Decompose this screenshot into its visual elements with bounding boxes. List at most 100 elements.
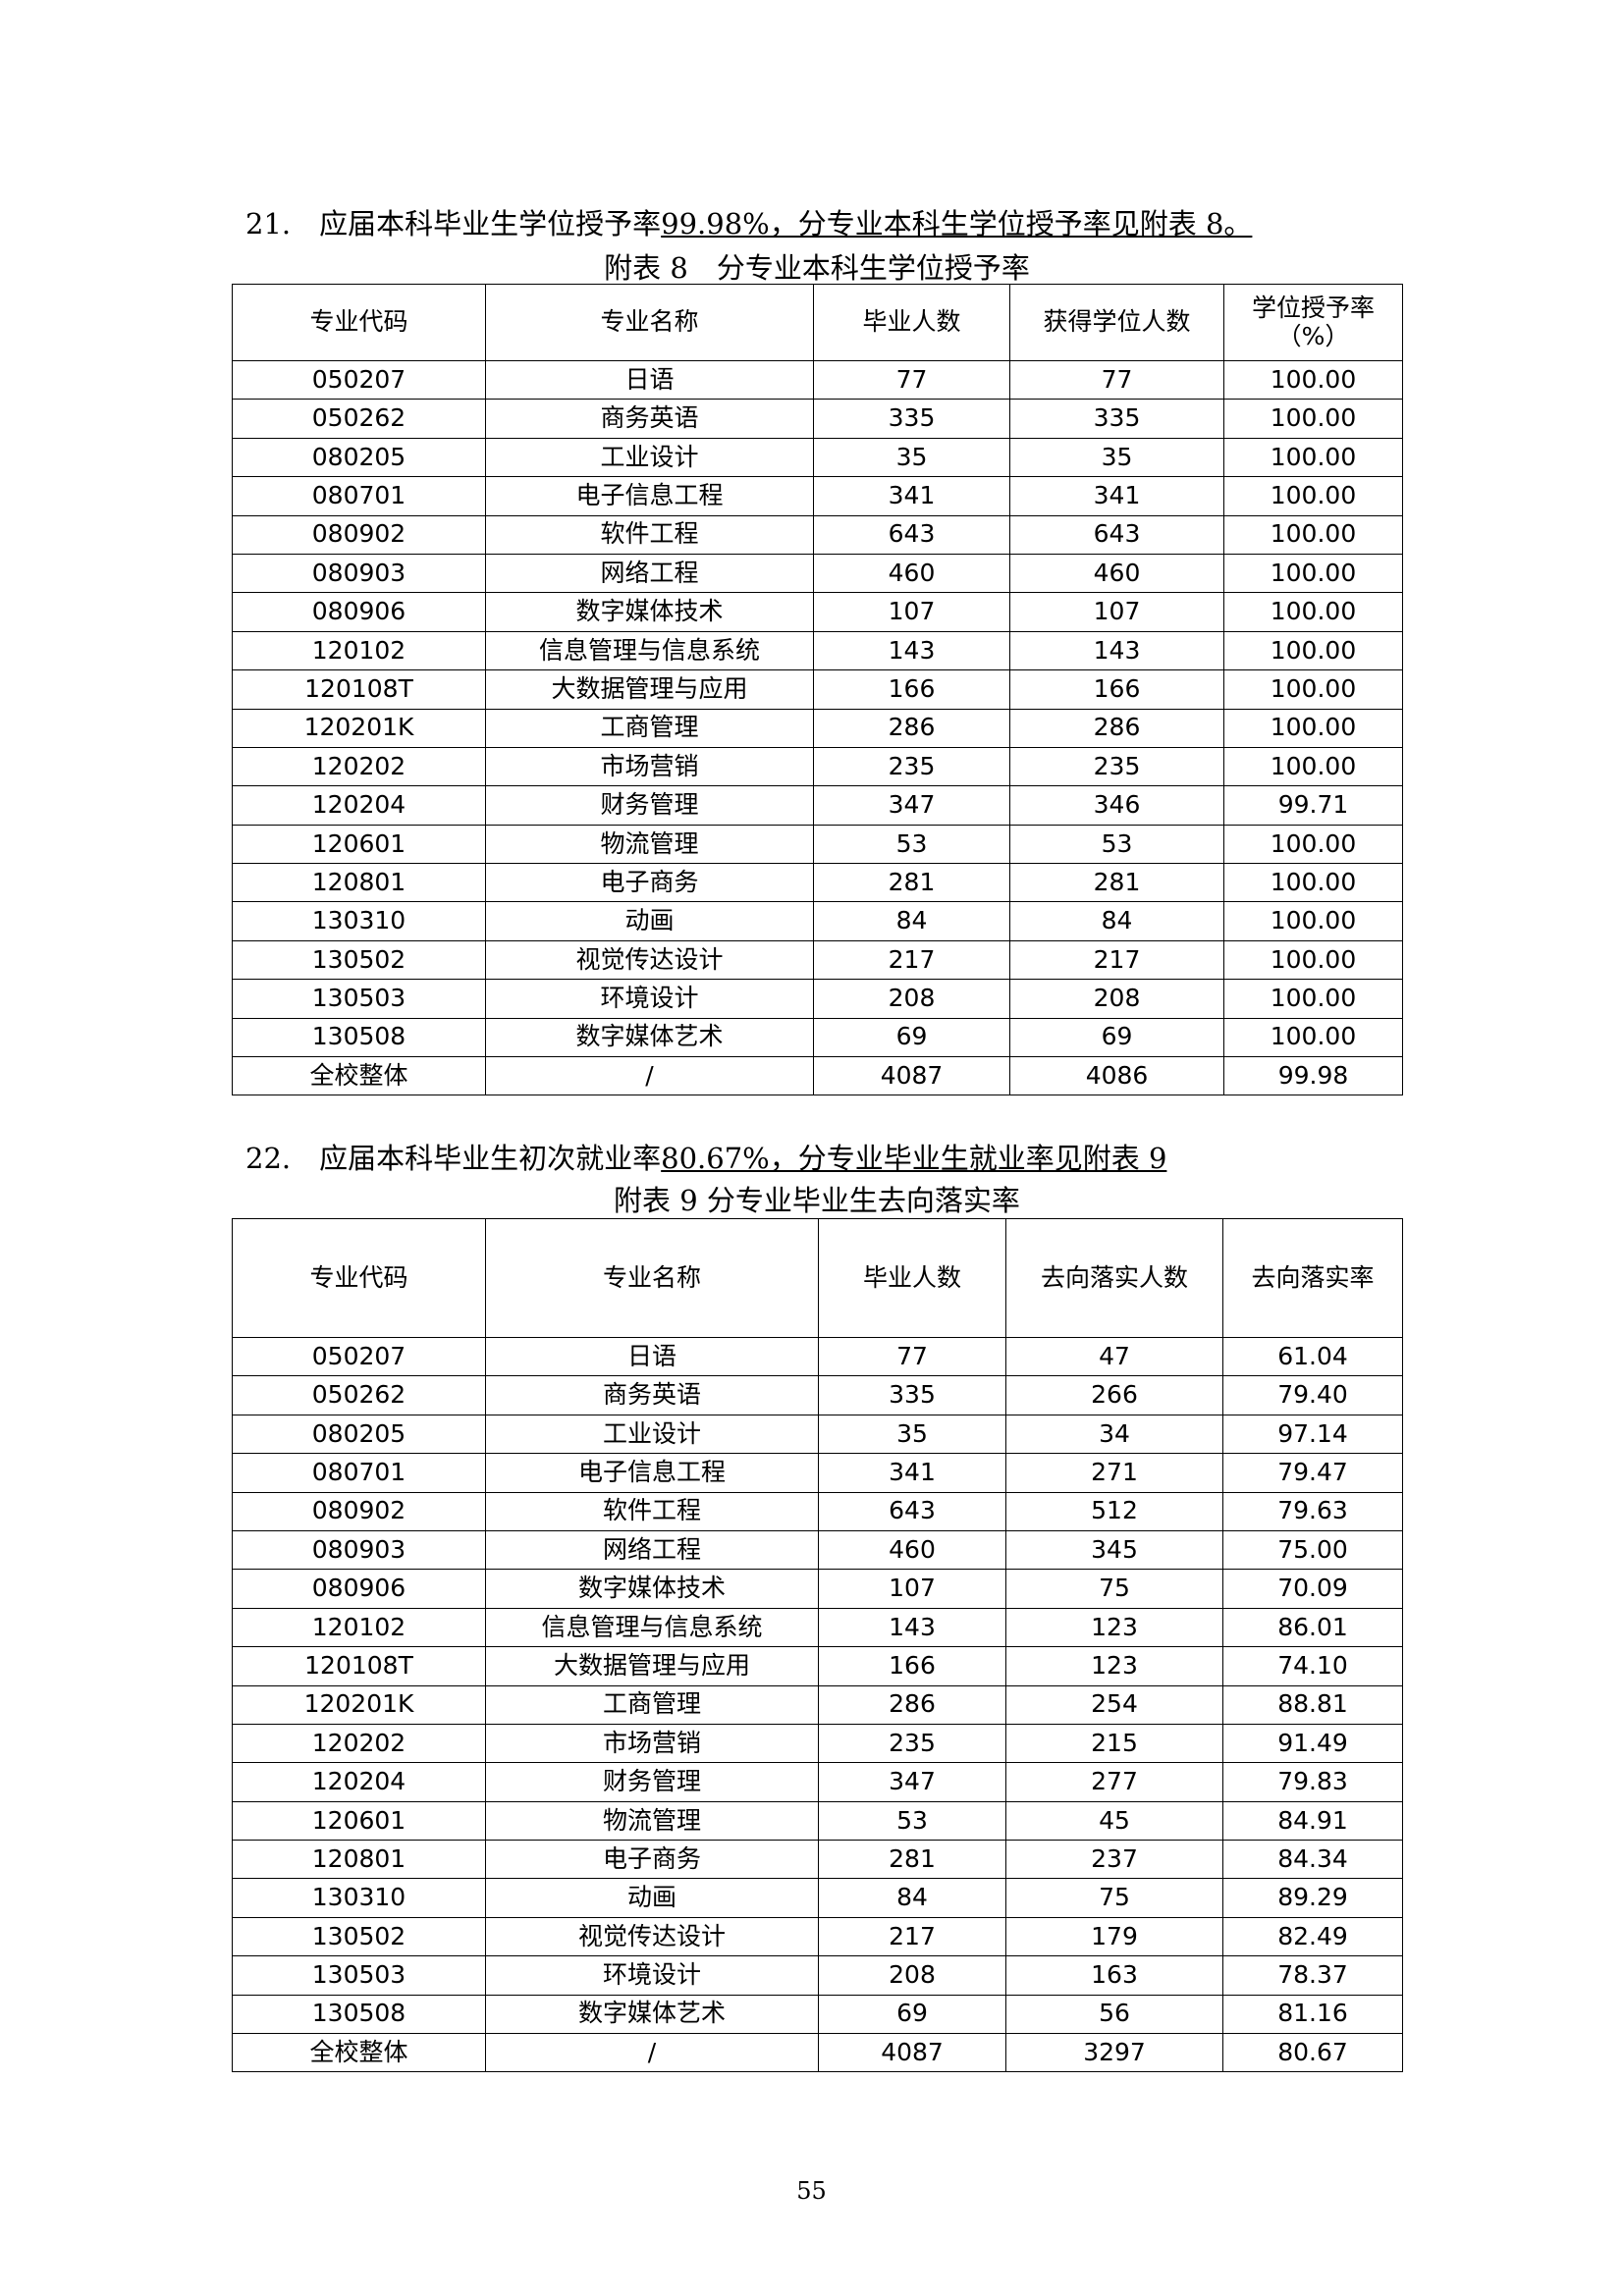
table-row: 120204 财务管理 347 277 79.83 [232,1762,1403,1802]
table-cell: 35 [813,437,1010,478]
table-cell: 市场营销 [485,1723,819,1764]
table-cell: 643 [818,1491,1006,1531]
section-heading: 22. 应届本科毕业生初次就业率80.67%，分专业毕业生就业率见附表 9 [245,1136,1166,1177]
table-cell: 数字媒体艺术 [485,1994,819,2035]
table-cell: 日语 [485,1336,819,1377]
table-cell: 大数据管理与应用 [485,1646,819,1686]
table-cell: 84.91 [1222,1800,1403,1842]
table-cell: 235 [818,1723,1006,1764]
table-cell: 080903 [232,553,486,594]
header-cell: 毕业人数 [818,1218,1006,1338]
table-cell: 120601 [232,1800,486,1842]
table-cell: 335 [1009,399,1224,439]
table-row: 120601 物流管理 53 53 100.00 [232,824,1403,865]
table-cell: 商务英语 [485,1375,819,1415]
table-cell: 120102 [232,630,486,671]
table-row: 130508 数字媒体艺术 69 56 81.16 [232,1994,1403,2035]
table-cell: 166 [818,1646,1006,1686]
table-cell: 130502 [232,1916,486,1957]
table-row: 080903 网络工程 460 345 75.00 [232,1529,1403,1571]
table-cell: 电子信息工程 [485,476,814,516]
table-cell: 208 [813,979,1010,1019]
table-cell: 69 [1009,1017,1224,1058]
table-caption: 附表 8 分专业本科生学位授予率 [604,251,1030,285]
table-cell: 56 [1005,1994,1223,2035]
table-cell: 345 [1005,1529,1223,1571]
table-cell: 100.00 [1223,476,1403,516]
table-cell: / [485,2033,819,2073]
table-row: 050262 商务英语 335 335 100.00 [232,399,1403,439]
table-cell: 179 [1005,1916,1223,1957]
table-cell: 3297 [1005,2033,1223,2073]
table-cell: 143 [818,1607,1006,1648]
table-cell: 81.16 [1222,1994,1403,2035]
table-caption: 附表 9 分专业毕业生去向落实率 [614,1184,1020,1217]
table-cell: / [485,1056,814,1096]
table-cell: 79.83 [1222,1762,1403,1802]
table-cell: 100.00 [1223,708,1403,748]
table-cell: 100.00 [1223,901,1403,941]
table-cell: 财务管理 [485,785,814,826]
table-cell: 100.00 [1223,863,1403,903]
table-cell: 254 [1005,1684,1223,1725]
table-cell: 数字媒体技术 [485,592,814,632]
table-row: 全校整体/4087 4086 99.98 [232,1056,1403,1096]
table-cell: 120201K [232,708,486,748]
table-cell: 100.00 [1223,630,1403,671]
table-cell: 208 [818,1955,1006,1996]
table-cell: 工商管理 [485,708,814,748]
header-row: 专业代码 专业名称 毕业人数 去向落实人数 去向落实率 [232,1218,1403,1338]
table-cell: 080205 [232,437,486,478]
table-cell: 84 [1009,901,1224,941]
table-cell: 4086 [1009,1056,1224,1096]
table-row: 120801 电子商务 281 237 84.34 [232,1840,1403,1880]
table-cell: 78.37 [1222,1955,1403,1996]
table-cell: 工业设计 [485,437,814,478]
table-cell: 281 [813,863,1010,903]
table-cell: 97.14 [1222,1414,1403,1455]
header-cell: 去向落实率 [1222,1218,1403,1338]
table-row: 130503 环境设计 208 163 78.37 [232,1955,1403,1996]
header-cell: 学位授予率 （%） [1223,284,1403,361]
table-row: 120204 财务管理 347 346 99.71 [232,785,1403,826]
page-number: 55 [796,2177,827,2205]
table-cell: 45 [1005,1800,1223,1842]
table-cell: 080906 [232,1569,486,1609]
table-row: 120102 信息管理与信息系统 143 143 100.00 [232,630,1403,671]
table-cell: 512 [1005,1491,1223,1531]
table-cell: 643 [813,514,1010,555]
table-cell: 软件工程 [485,1491,819,1531]
table-cell: 79.40 [1222,1375,1403,1415]
table-cell: 107 [1009,592,1224,632]
table-cell: 77 [818,1336,1006,1377]
table-cell: 208 [1009,979,1224,1019]
table-cell: 物流管理 [485,824,814,865]
table-row: 130502 视觉传达设计 217 179 82.49 [232,1916,1403,1957]
table-cell: 120102 [232,1607,486,1648]
table-cell: 视觉传达设计 [485,1916,819,1957]
table-cell: 080205 [232,1414,486,1455]
table-cell: 235 [1009,746,1224,787]
table-cell: 123 [1005,1607,1223,1648]
table-cell: 84 [813,901,1010,941]
table-row: 080205 工业设计 35 34 97.14 [232,1414,1403,1455]
table-cell: 全校整体 [232,1056,486,1096]
table-cell: 视觉传达设计 [485,939,814,981]
table-cell: 大数据管理与应用 [485,669,814,710]
table-row: 080701 电子信息工程 341 341 100.00 [232,476,1403,516]
table-cell: 91.49 [1222,1723,1403,1764]
table-row: 130502 视觉传达设计 217 217 100.00 [232,939,1403,981]
table-cell: 84.34 [1222,1840,1403,1880]
table-cell: 电子商务 [485,1840,819,1880]
table: 专业代码 专业名称 毕业人数 获得学位人数 学位授予率 （%） 050207 日语 77 77 10… [232,284,1403,1096]
table-cell: 75.00 [1222,1529,1403,1571]
table-cell: 53 [813,824,1010,865]
table-cell: 130310 [232,901,486,941]
table-cell: 全校整体 [232,2033,486,2073]
table-cell: 271 [1005,1453,1223,1493]
table-cell: 86.01 [1222,1607,1403,1648]
table-cell: 软件工程 [485,514,814,555]
table-cell: 347 [813,785,1010,826]
table-cell: 215 [1005,1723,1223,1764]
